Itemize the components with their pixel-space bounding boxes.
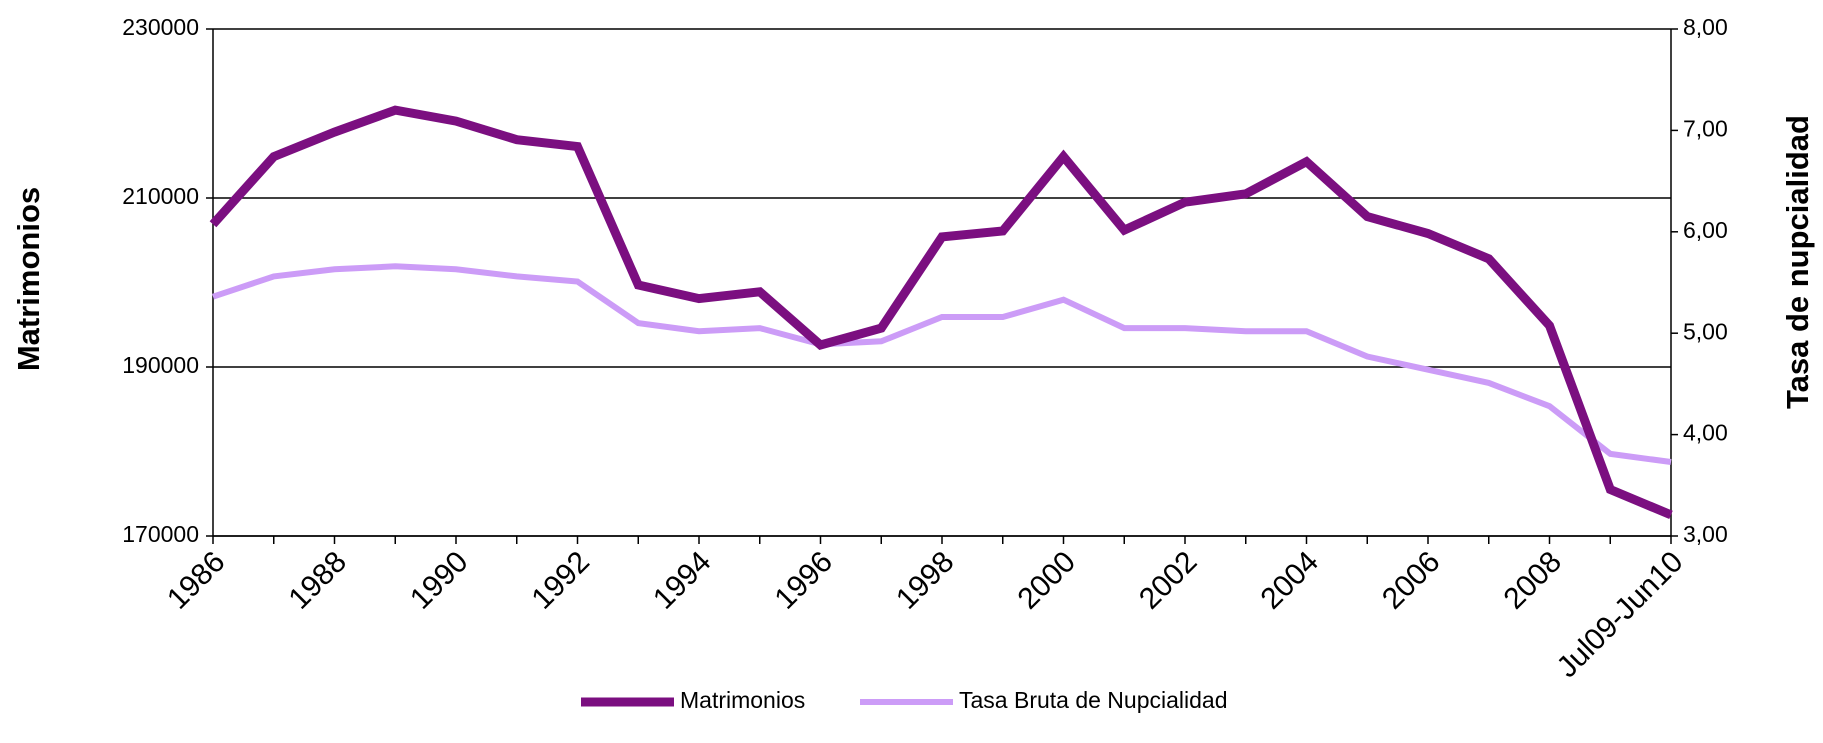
y2-tick-label: 5,00 [1683,318,1728,344]
series-line [212,263,1672,465]
x-tick-label: 2006 [1376,545,1447,616]
y2-tick-label: 8,00 [1683,14,1728,40]
x-tick-label: 2004 [1255,545,1326,616]
x-tick-label: 1996 [769,545,840,616]
y-tick-label: 190000 [122,352,199,378]
y-axis-title: Matrimonios [11,187,46,371]
y-tick-label: 210000 [122,183,199,209]
x-tick-label: 1990 [404,545,475,616]
x-tick-label: 2000 [1012,545,1083,616]
series-line [209,105,1673,520]
x-tick-label: Jul09-Jun10 [1551,545,1690,684]
legend-label: Matrimonios [680,687,805,713]
y2-tick-label: 6,00 [1683,217,1728,243]
y2-tick-label: 4,00 [1683,420,1728,446]
legend-label: Tasa Bruta de Nupcialidad [959,687,1228,713]
x-tick-label: 1998 [890,545,961,616]
x-tick-label: 1992 [526,545,597,616]
x-tick-label: 1988 [283,545,354,616]
y-tick-label: 230000 [122,14,199,40]
y2-axis-title: Tasa de nupcialidad [1780,115,1815,409]
x-tick-label: 2002 [1133,545,1204,616]
y2-tick-label: 3,00 [1683,521,1728,547]
y-tick-label: 170000 [122,521,199,547]
x-tick-label: 2008 [1498,545,1569,616]
y2-tick-label: 7,00 [1683,115,1728,141]
x-tick-label: 1986 [161,545,232,616]
x-tick-label: 1994 [647,545,718,616]
